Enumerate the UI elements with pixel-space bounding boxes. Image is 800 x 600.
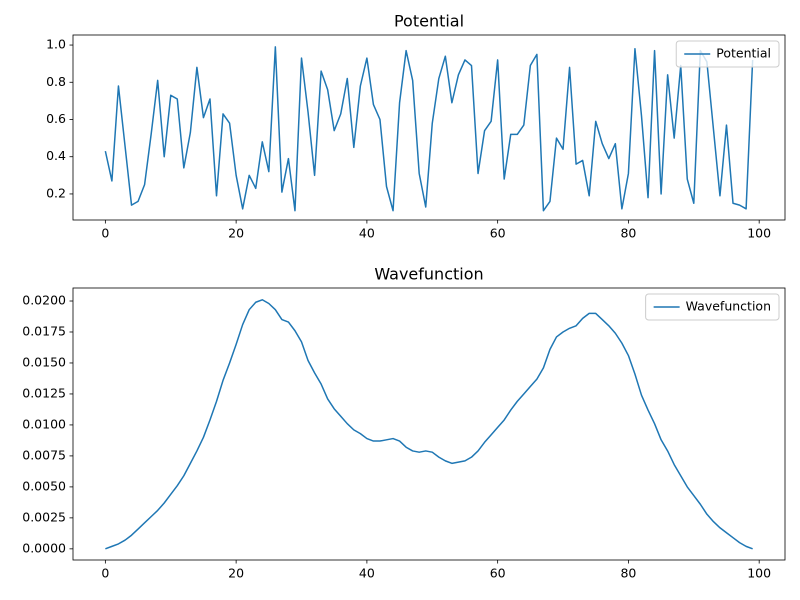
y-tick-label: 0.0150 [22,354,66,369]
y-tick-label: 0.0200 [22,293,66,308]
subplot: Wavefunction 0 20 40 60 80 100 0.0000 0.0025 0.00… [22,265,786,581]
y-tick-label: 1.0 [46,37,66,52]
y-tick-label: 0.0050 [22,478,66,493]
x-tick-label: 60 [490,226,506,241]
subplot: Potential 0 20 40 60 80 100 0.2 0.4 0.6 0.8 1.0 Pote… [46,12,786,241]
chart-title: Potential [394,12,464,31]
y-tick-label: 0.0175 [22,323,66,338]
x-tick-label: 80 [620,226,636,241]
x-tick-label: 100 [747,226,771,241]
x-tick-label: 20 [228,566,244,581]
legend-box [645,293,780,321]
legend: Potential [675,40,780,68]
y-tick-label: 0.0075 [22,447,66,462]
y-tick-label: 0.6 [46,111,66,126]
legend-label: Potential [716,46,771,61]
y-tick-label: 0.0100 [22,416,66,431]
x-tick-label: 80 [620,566,636,581]
y-tick-label: 0.2 [46,185,66,200]
data-line [104,46,754,212]
y-tick-label: 0.0025 [22,509,66,524]
legend: Wavefunction [645,293,780,321]
x-tick-label: 0 [101,226,109,241]
y-tick-label: 0.8 [46,74,66,89]
legend-label: Wavefunction [686,299,771,314]
x-tick-label: 0 [101,566,109,581]
x-tick-label: 40 [359,566,375,581]
data-line [105,299,753,550]
y-tick-label: 0.0125 [22,385,66,400]
axes-frame [72,34,786,221]
x-tick-label: 60 [490,566,506,581]
x-tick-label: 40 [359,226,375,241]
axes-frame [72,287,786,561]
y-tick-label: 0.4 [46,148,66,163]
y-tick-label: 0.0000 [22,540,66,555]
chart-title: Wavefunction [374,265,483,284]
x-tick-label: 20 [228,226,244,241]
x-tick-label: 100 [747,566,771,581]
legend-box [675,40,780,68]
